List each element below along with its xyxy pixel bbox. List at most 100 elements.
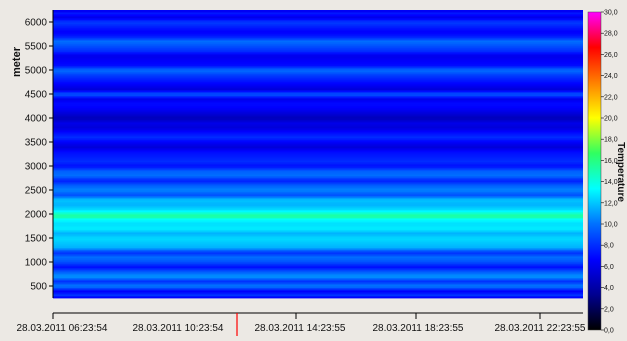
y-axis-label: meter xyxy=(11,46,23,77)
heatmap-band xyxy=(53,174,583,177)
heatmap-band xyxy=(53,266,583,269)
y-tick-label: 3000 xyxy=(25,162,48,173)
y-tick-label: 4000 xyxy=(25,114,48,125)
heatmap-band xyxy=(53,14,583,17)
heatmap-band xyxy=(53,22,583,25)
heatmap-band xyxy=(53,102,583,105)
heatmap-band xyxy=(53,78,583,81)
heatmap-band xyxy=(53,156,583,159)
heatmap-band xyxy=(53,104,583,107)
colorbar-tick-label: 26,0 xyxy=(604,52,618,59)
y-tick-label: 6000 xyxy=(25,18,48,29)
heatmap-band xyxy=(53,234,583,237)
heatmap-band xyxy=(53,38,583,41)
heatmap-band xyxy=(53,86,583,89)
heatmap-band xyxy=(53,120,583,123)
heatmap-band xyxy=(53,232,583,235)
heatmap-band xyxy=(53,40,583,43)
heatmap-band xyxy=(53,148,583,151)
heatmap-band xyxy=(53,90,583,93)
y-tick-label: 1000 xyxy=(25,258,48,269)
heatmap-band xyxy=(53,30,583,33)
heatmap-band xyxy=(53,98,583,101)
heatmap-band xyxy=(53,84,583,87)
heatmap-band xyxy=(53,26,583,29)
colorbar-tick-label: 8,0 xyxy=(604,243,614,250)
heatmap-band xyxy=(53,60,583,63)
heatmap-band xyxy=(53,192,583,195)
heatmap-band xyxy=(53,206,583,209)
heatmap-band xyxy=(53,186,583,189)
heatmap-band xyxy=(53,220,583,223)
heatmap-band xyxy=(53,204,583,207)
heatmap-band xyxy=(53,172,583,175)
heatmap-band xyxy=(53,42,583,45)
heatmap-band xyxy=(53,16,583,19)
heatmap-band xyxy=(53,140,583,143)
heatmap-band xyxy=(53,110,583,113)
colorbar-tick-label: 16,0 xyxy=(604,158,618,165)
heatmap-band xyxy=(53,68,583,71)
heatmap-band xyxy=(53,122,583,125)
heatmap-band xyxy=(53,12,583,15)
y-tick-label: 2000 xyxy=(25,210,48,221)
heatmap-band xyxy=(53,96,583,99)
heatmap-band xyxy=(53,100,583,103)
x-tick-label: 28.03.2011 14:23:55 xyxy=(254,323,345,334)
heatmap-band xyxy=(53,180,583,183)
heatmap-band xyxy=(53,144,583,147)
heatmap-band xyxy=(53,132,583,135)
colorbar-label: Temperature xyxy=(615,142,626,202)
heatmap-band xyxy=(53,190,583,193)
heatmap-band xyxy=(53,276,583,279)
heatmap-band xyxy=(53,114,583,117)
heatmap-band xyxy=(53,176,583,179)
heatmap-band xyxy=(53,270,583,273)
heatmap-band xyxy=(53,24,583,27)
heatmap-band xyxy=(53,242,583,245)
heatmap-band xyxy=(53,212,583,215)
heatmap-band xyxy=(53,260,583,263)
heatmap-band xyxy=(53,18,583,21)
heatmap-band xyxy=(53,168,583,171)
heatmap-band xyxy=(53,200,583,203)
heatmap-band xyxy=(53,74,583,77)
heatmap-band xyxy=(53,126,583,129)
heatmap-band xyxy=(53,164,583,167)
heatmap-band xyxy=(53,66,583,69)
heatmap-band xyxy=(53,166,583,169)
heatmap-band xyxy=(53,208,583,211)
heatmap-band xyxy=(53,228,583,231)
heatmap-band xyxy=(53,292,583,295)
heatmap-band xyxy=(53,80,583,83)
heatmap-band xyxy=(53,134,583,137)
heatmap-band xyxy=(53,244,583,247)
heatmap-band xyxy=(53,240,583,243)
heatmap-band xyxy=(53,250,583,253)
heatmap-band xyxy=(53,20,583,23)
heatmap-band xyxy=(53,136,583,139)
colorbar-tick-label: 12,0 xyxy=(604,200,618,207)
heatmap-band xyxy=(53,272,583,275)
heatmap-band xyxy=(53,34,583,37)
heatmap-band xyxy=(53,118,583,121)
heatmap-band xyxy=(53,162,583,165)
y-tick-label: 500 xyxy=(30,282,47,293)
heatmap-band xyxy=(53,82,583,85)
heatmap-band xyxy=(53,230,583,233)
heatmap-band xyxy=(53,224,583,227)
heatmap-band xyxy=(53,160,583,163)
heatmap-band xyxy=(53,286,583,289)
heatmap-band xyxy=(53,88,583,91)
heatmap-band xyxy=(53,52,583,55)
heatmap-band xyxy=(53,56,583,59)
heatmap-band xyxy=(53,170,583,173)
heatmap-band xyxy=(53,252,583,255)
heatmap-band xyxy=(53,258,583,261)
heatmap-band xyxy=(53,198,583,201)
heatmap-band xyxy=(53,92,583,95)
heatmap-band xyxy=(53,274,583,277)
y-tick-label: 4500 xyxy=(25,90,48,101)
heatmap-band xyxy=(53,178,583,181)
heatmap-band xyxy=(53,124,583,127)
